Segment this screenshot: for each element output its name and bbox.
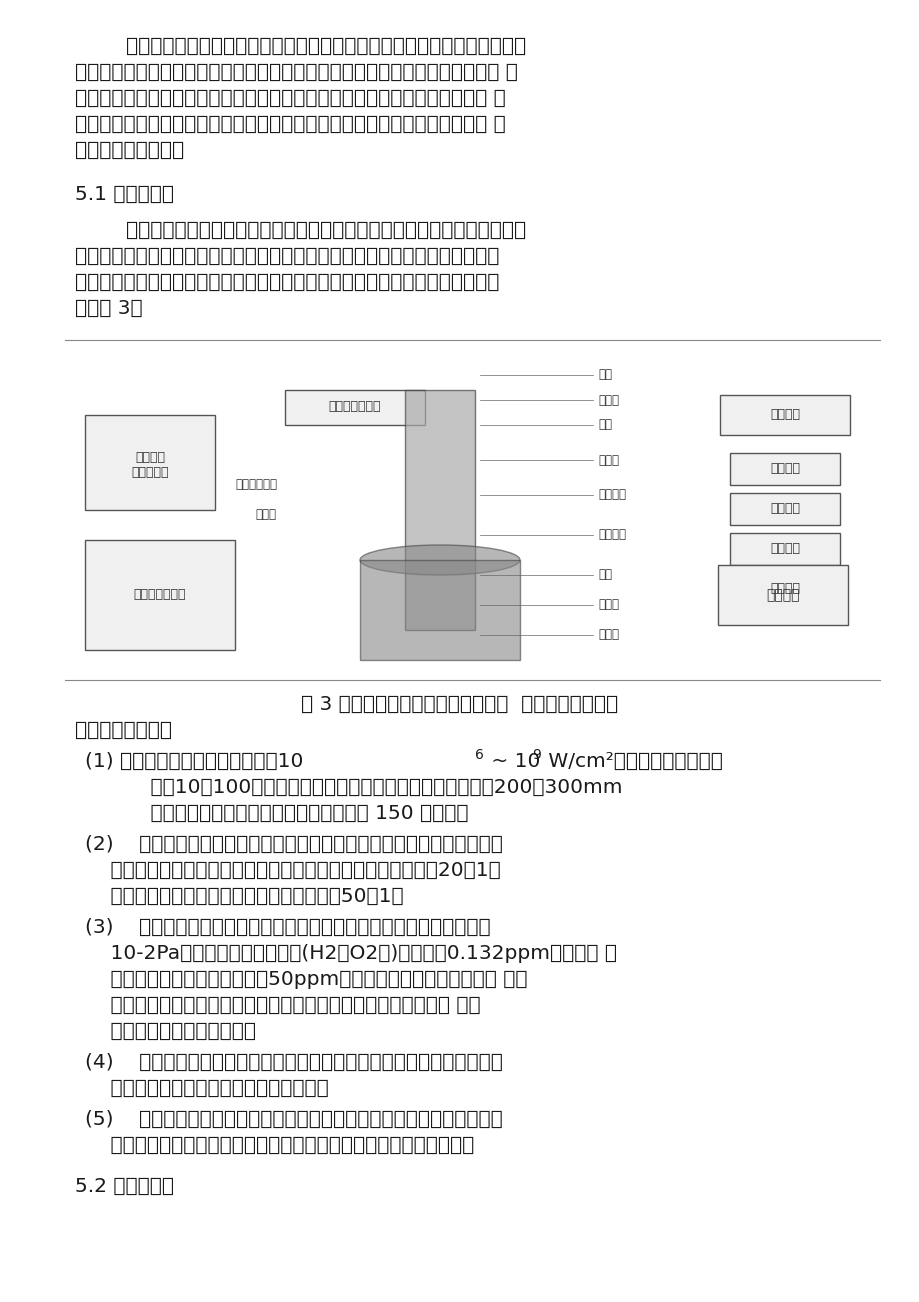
Text: 聚束极: 聚束极 [597,393,618,406]
Text: 焊接室: 焊接室 [597,599,618,612]
Text: 5.1 电子束焊接: 5.1 电子束焊接 [75,185,174,204]
Text: 图 3 真空电子束焊机工作原理示意图  电子束焊接有着无: 图 3 真空电子束焊机工作原理示意图 电子束焊接有着无 [301,695,618,713]
Ellipse shape [359,546,519,575]
Text: (3)    电子束焊接一般不需加填料，焊接过程在真空中进行，当真空度为: (3) 电子束焊接一般不需加填料，焊接过程在真空中进行，当真空度为 [85,918,490,937]
Text: 理见图 3。: 理见图 3。 [75,299,142,318]
Text: 聚焦电源: 聚焦电源 [769,543,800,556]
Bar [729,453,839,486]
Text: 场与电磁场加速与会聚的高能量密度电子束轰击焊件表面，将电子的动能大部分: 场与电磁场加速与会聚的高能量密度电子束轰击焊件表面，将电子的动能大部分 [75,247,499,266]
Text: 电子束: 电子束 [597,453,618,466]
Text: 工件: 工件 [597,569,611,582]
Text: 金钢、铜、铝、难熔金属及活泼金属等。: 金钢、铜、铝、难熔金属及活泼金属等。 [85,1079,328,1098]
Text: 杂焊缝和变截面焊缝的焊接、焊缝自动跟踪及焊接过程的自动化等。: 杂焊缝和变截面焊缝的焊接、焊缝自动跟踪及焊接过程的自动化等。 [85,1137,473,1155]
Text: 弧的10～100万倍。因此可以实现深而窄的焊缝型式，可将200～300mm: 弧的10～100万倍。因此可以实现深而窄的焊缝型式，可将200～300mm [125,779,622,797]
Bar [729,533,839,565]
Text: 转变为热能，使焊件接头处的金属熔融，达到焊接的目的。电子束焊接的工作原: 转变为热能，使焊件接头处的金属熔融，达到焊接的目的。电子束焊接的工作原 [75,273,499,292]
Text: 工作台: 工作台 [597,629,618,642]
Text: 栅压电源: 栅压电源 [769,503,800,516]
Text: 它任何焊接所无法比拟的。: 它任何焊接所无法比拟的。 [85,1022,255,1042]
Bar [85,415,215,510]
Text: (5)    电子束焊接的工艺参数可精确控制，结合现代计算机技术，可实现复: (5) 电子束焊接的工艺参数可精确控制，结合现代计算机技术，可实现复 [85,1111,502,1129]
Text: 偏转线圈: 偏转线圈 [597,529,625,542]
Text: 电子枪真空系统: 电子枪真空系统 [328,401,380,414]
Text: 由于电子束流具有以上特点，目前，已被广泛地应用于高硬度、易氧化或韧: 由于电子束流具有以上特点，目前，已被广泛地应用于高硬度、易氧化或韧 [75,36,526,56]
Text: 特种加工手段之一。: 特种加工手段之一。 [75,141,184,160]
Text: 反光镜: 反光镜 [255,509,276,522]
Bar [285,391,425,424]
Text: 非常纯净，焊接的接头强度高，常可高于母材的强度，焊缝质量 是其: 非常纯净，焊接的接头强度高，常可高于母材的强度，焊缝质量 是其 [85,996,480,1016]
Text: 淬硬、光刻和抛光，以及电子行业中的微型集成电路和超大规模集成电路等的 精: 淬硬、光刻和抛光，以及电子行业中的微型集成电路和超大规模集成电路等的 精 [75,89,505,108]
Text: 5.2 电子束熔炼: 5.2 电子束熔炼 [75,1177,174,1197]
Text: (2)    电子束焊接所需线能量小而焊接速度又高，因此焊件热影响区小，焊: (2) 电子束焊接所需线能量小而焊接速度又高，因此焊件热影响区小，焊 [85,835,503,854]
Text: 10-2Pa时，空气中的剩余气体(H2、O2等)含量小于0.132ppm，而一般 高: 10-2Pa时，空气中的剩余气体(H2、O2等)含量小于0.132ppm，而一般… [85,944,617,963]
Text: 可置疑的优越性：: 可置疑的优越性： [75,721,172,740]
Bar [85,540,234,650]
Text: 电控系统: 电控系统 [766,589,799,602]
Text: 纯惰性保护气体的杂质含量为50ppm。因此电子束焊接的焊缝化学 成份: 纯惰性保护气体的杂质含量为50ppm。因此电子束焊接的焊缝化学 成份 [85,970,527,990]
Bar [404,391,474,630]
Text: 阴极: 阴极 [597,368,611,381]
Bar [720,395,849,435]
Text: 偏转电源: 偏转电源 [769,582,800,595]
Text: 焊接室真空系统: 焊接室真空系统 [133,589,186,602]
Bar [717,565,847,625]
Text: 9: 9 [531,749,540,762]
Text: 厚的钢材一次焊成，而用电弧焊则需堆焊 150 次以上。: 厚的钢材一次焊成，而用电弧焊则需堆焊 150 次以上。 [125,805,468,823]
Text: 聚焦线圈: 聚焦线圈 [597,488,625,501]
Text: 光学观察系统: 光学观察系统 [234,479,277,491]
Bar [729,493,839,525]
Text: ~ 10: ~ 10 [484,753,539,771]
Text: W/cm²，约为普通电弧或氩: W/cm²，约为普通电弧或氩 [541,753,722,771]
Text: (1) 电子束能量高度集中，密度为10: (1) 电子束能量高度集中，密度为10 [85,753,303,771]
Text: 采用高压枪或特殊焊接工艺，深宽比可高达50：1。: 采用高压枪或特殊焊接工艺，深宽比可高达50：1。 [85,887,403,906]
Text: 高压电源: 高压电源 [769,409,800,422]
Text: 性材料的微细小孔的打孔，复杂形状的铣切，金属材料的焊接、熔化和分割，表 面: 性材料的微细小孔的打孔，复杂形状的铣切，金属材料的焊接、熔化和分割，表 面 [75,62,517,82]
Text: 阳极: 阳极 [597,418,611,431]
Text: 密微细加工中。随着研究的不断深入，电子束加工已成为高科技发展不可缺少 的: 密微细加工中。随着研究的不断深入，电子束加工已成为高科技发展不可缺少 的 [75,115,505,134]
Text: 件变形也就小，常可用于精加工后的焊接。焊缝的深宽比可达20：1，: 件变形也就小，常可用于精加工后的焊接。焊缝的深宽比可达20：1， [85,861,500,880]
Bar [729,573,839,605]
Text: 真空控制
及监测系统: 真空控制 及监测系统 [131,450,168,479]
Text: 6: 6 [474,749,483,762]
Text: (4)    电子束焊接可适用于几乎所有的金属材料，如普通碳钢、不锈钢、合: (4) 电子束焊接可适用于几乎所有的金属材料，如普通碳钢、不锈钢、合 [85,1053,503,1072]
Text: 阴极电源: 阴极电源 [769,462,800,475]
Text: 电子束焊接技术是一种利用电子束作为热源的焊接工艺，它利用经高压静电: 电子束焊接技术是一种利用电子束作为热源的焊接工艺，它利用经高压静电 [75,221,526,240]
Bar [359,560,519,660]
